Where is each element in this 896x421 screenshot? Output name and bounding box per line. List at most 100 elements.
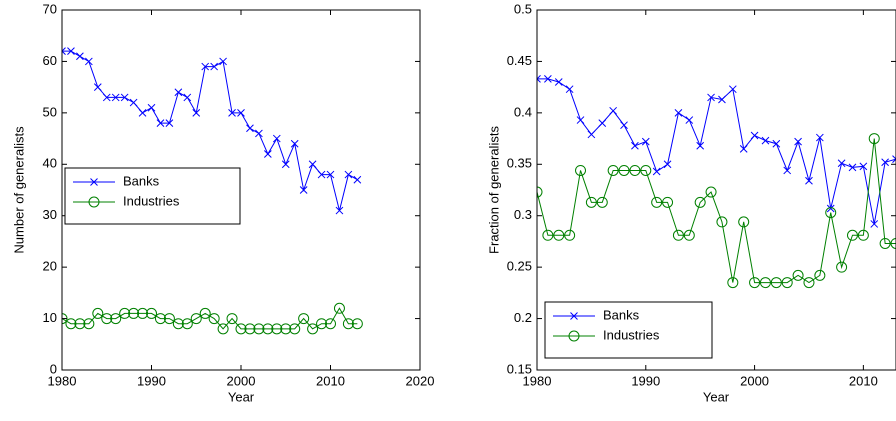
circle-marker: [262, 323, 274, 335]
x-marker: [663, 160, 672, 169]
circle-marker: [836, 261, 848, 273]
circle-marker: [781, 277, 793, 289]
x-tick-label: 1990: [631, 373, 660, 388]
x-marker: [674, 109, 683, 117]
x-marker: [728, 85, 737, 94]
x-marker: [826, 204, 835, 213]
circle-marker: [825, 207, 837, 219]
x-marker: [272, 134, 281, 143]
circle-marker: [128, 307, 140, 319]
x-marker: [696, 141, 705, 150]
circle-marker: [607, 164, 619, 176]
x-marker: [67, 47, 75, 55]
x-marker: [308, 160, 317, 169]
legend-label: Banks: [123, 173, 160, 188]
x-marker: [120, 93, 129, 102]
x-marker: [772, 139, 781, 148]
circle-marker: [596, 196, 608, 208]
x-marker: [246, 124, 254, 133]
circle-marker: [564, 229, 576, 241]
circle-marker: [253, 323, 265, 335]
y-tick-label: 0.4: [514, 104, 532, 119]
circle-marker: [298, 313, 310, 325]
y-tick-label: 0.35: [507, 156, 532, 171]
y-tick-label: 70: [43, 1, 57, 16]
legend-label: Industries: [603, 327, 660, 342]
x-axis-label: Year: [703, 389, 730, 404]
x-marker: [299, 186, 308, 194]
circle-marker: [727, 277, 739, 289]
circle-marker: [792, 269, 804, 281]
x-tick-label: 2010: [316, 373, 345, 388]
x-marker: [739, 145, 748, 153]
circle-marker: [316, 318, 328, 330]
x-marker: [192, 109, 201, 117]
circle-marker: [890, 237, 896, 249]
x-marker: [219, 57, 227, 66]
series-group: [537, 75, 896, 289]
circle-marker: [280, 323, 292, 335]
circle-marker: [537, 186, 543, 198]
circle-marker: [738, 216, 750, 228]
x-marker: [837, 159, 846, 168]
x-marker: [587, 130, 596, 139]
x-marker: [237, 109, 245, 117]
x-tick-label: 1980: [48, 373, 77, 388]
x-marker: [326, 170, 335, 179]
x-marker: [652, 167, 661, 176]
x-marker: [183, 93, 192, 102]
legend-marker: [90, 178, 98, 186]
x-marker: [544, 75, 552, 83]
y-tick-label: 0.3: [514, 207, 532, 222]
x-tick-label: 2010: [849, 373, 878, 388]
circle-marker: [137, 307, 149, 319]
x-marker: [165, 119, 174, 127]
x-marker: [290, 139, 299, 148]
x-marker: [750, 131, 759, 140]
circle-marker: [672, 229, 684, 241]
x-marker: [598, 119, 607, 127]
x-marker: [228, 109, 236, 117]
series-line: [537, 78, 896, 225]
legend: Banks Industries: [64, 167, 241, 225]
x-marker: [335, 206, 344, 215]
legend-label: Banks: [603, 307, 640, 322]
circle-marker: [585, 196, 597, 208]
x-marker: [641, 137, 650, 146]
x-marker: [761, 136, 770, 145]
legend-box: [544, 301, 713, 359]
x-marker: [76, 52, 84, 61]
circle-marker: [146, 307, 157, 319]
x-marker: [102, 93, 111, 102]
circle-marker: [74, 318, 86, 330]
circle-marker: [694, 196, 706, 208]
y-tick-label: 0.45: [507, 53, 532, 68]
y-axis-label: Number of generalists: [11, 126, 26, 254]
x-marker: [576, 116, 585, 124]
circle-marker: [857, 229, 869, 241]
x-marker: [859, 162, 868, 171]
x-marker: [255, 129, 263, 138]
x-marker: [783, 166, 792, 175]
x-marker: [609, 106, 618, 115]
circle-marker: [110, 313, 122, 325]
x-marker: [718, 95, 726, 104]
x-marker: [537, 75, 541, 83]
circle-marker: [271, 323, 283, 335]
circle-marker: [289, 323, 301, 335]
y-tick-label: 20: [43, 259, 57, 274]
circle-marker: [333, 302, 345, 314]
x-axis-label: Year: [228, 389, 255, 404]
x-marker: [111, 93, 120, 102]
circle-marker: [640, 164, 652, 176]
circle-marker: [803, 277, 815, 289]
circle-marker: [662, 196, 674, 208]
axes-frame: [536, 9, 896, 371]
y-tick-label: 0.15: [507, 361, 532, 376]
circle-marker: [868, 133, 880, 145]
x-marker: [84, 57, 93, 66]
circle-marker: [208, 313, 220, 325]
circle-marker: [92, 307, 104, 319]
x-tick-label: 1980: [523, 373, 552, 388]
